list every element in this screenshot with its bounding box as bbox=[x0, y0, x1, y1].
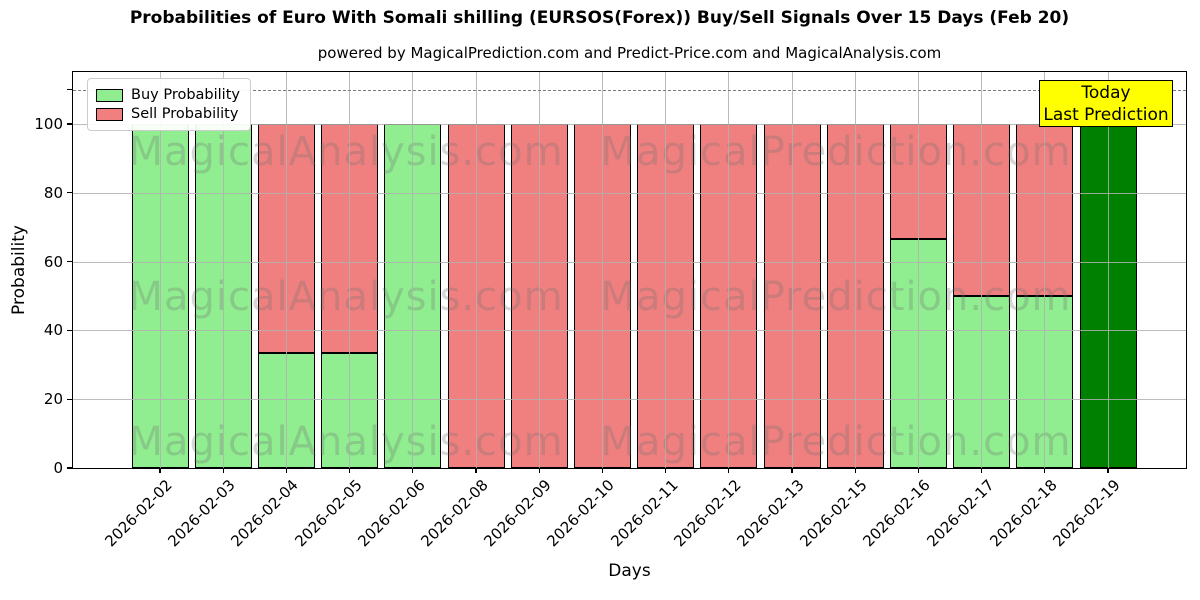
gridline-x-2026-02-19 bbox=[1107, 72, 1109, 468]
ytick-label-80: 80 bbox=[43, 183, 63, 202]
xtick-2026-02-12 bbox=[728, 468, 730, 473]
xtick-2026-02-08 bbox=[475, 468, 477, 473]
plot-area: Buy Probability Sell Probability Today La… bbox=[34, 71, 1187, 550]
xtick-2026-02-09 bbox=[538, 468, 540, 473]
reference-line bbox=[73, 89, 1186, 91]
ytick-label-40: 40 bbox=[43, 321, 63, 340]
gridline-x-2026-02-16 bbox=[917, 72, 919, 468]
xtick-2026-02-13 bbox=[791, 468, 793, 473]
ytick-label-100: 100 bbox=[34, 115, 63, 133]
gridline-x-2026-02-17 bbox=[981, 72, 983, 468]
gridline-x-2026-02-08 bbox=[475, 72, 477, 468]
gridline-x-2026-02-15 bbox=[854, 72, 856, 468]
gridline-x-2026-02-09 bbox=[538, 72, 540, 468]
xtick-2026-02-18 bbox=[1044, 468, 1046, 473]
ytick-0 bbox=[67, 467, 72, 469]
ytick-reference bbox=[67, 89, 72, 91]
ytick-label-60: 60 bbox=[43, 252, 63, 271]
legend-item: Buy Probability bbox=[96, 87, 240, 103]
gridline-x-2026-02-13 bbox=[791, 72, 793, 468]
gridline-x-2026-02-11 bbox=[665, 72, 667, 468]
legend-item: Sell Probability bbox=[96, 106, 240, 122]
x-axis-title: Days bbox=[608, 561, 651, 581]
xtick-2026-02-11 bbox=[665, 468, 667, 473]
gridline-x-2026-02-06 bbox=[412, 72, 414, 468]
xtick-2026-02-03 bbox=[222, 468, 224, 473]
gridline-y-100 bbox=[73, 124, 1186, 125]
gridline-y-80 bbox=[73, 192, 1186, 194]
legend-label: Sell Probability bbox=[131, 106, 239, 122]
gridline-x-2026-02-10 bbox=[601, 72, 603, 468]
xtick-2026-02-02 bbox=[159, 468, 161, 473]
gridline-x-2026-02-05 bbox=[349, 72, 351, 468]
y-axis-title: Probability bbox=[9, 225, 29, 315]
xtick-2026-02-16 bbox=[917, 468, 919, 473]
xtick-2026-02-17 bbox=[981, 468, 983, 473]
gridline-y-40 bbox=[73, 330, 1186, 332]
xtick-2026-02-04 bbox=[285, 468, 287, 473]
gridline-y-20 bbox=[73, 399, 1186, 401]
xtick-2026-02-19 bbox=[1107, 468, 1109, 473]
ytick-label-20: 20 bbox=[43, 390, 63, 409]
ytick-20 bbox=[67, 398, 72, 400]
watermark-text: MagicalPrediction.com bbox=[600, 274, 1072, 320]
today-annotation: Today Last Prediction bbox=[1039, 80, 1173, 127]
chart-legend: Buy Probability Sell Probability bbox=[87, 78, 251, 131]
today-annotation-line2: Last Prediction bbox=[1043, 104, 1169, 125]
watermark-text: MagicalPrediction.com bbox=[600, 419, 1072, 465]
legend-swatch-icon bbox=[96, 88, 123, 102]
gridline-x-2026-02-12 bbox=[728, 72, 730, 468]
gridline-x-2026-02-18 bbox=[1044, 72, 1046, 468]
watermark-text: MagicalAnalysis.com bbox=[128, 129, 564, 175]
ytick-80 bbox=[67, 192, 72, 194]
gridline-x-2026-02-02 bbox=[159, 72, 161, 468]
gridline-y-60 bbox=[73, 261, 1186, 263]
legend-swatch-icon bbox=[96, 107, 123, 121]
ytick-40 bbox=[67, 329, 72, 331]
watermark-text: MagicalAnalysis.com bbox=[128, 274, 564, 320]
gridline-x-2026-02-03 bbox=[222, 72, 224, 468]
gridline-x-2026-02-04 bbox=[285, 72, 287, 468]
watermark-text: MagicalPrediction.com bbox=[600, 129, 1072, 175]
watermark-text: MagicalAnalysis.com bbox=[128, 419, 564, 465]
chart-subtitle: powered by MagicalPrediction.com and Pre… bbox=[317, 44, 942, 62]
xtick-2026-02-10 bbox=[601, 468, 603, 473]
ytick-60 bbox=[67, 261, 72, 263]
ytick-label-0: 0 bbox=[53, 459, 63, 477]
xtick-2026-02-05 bbox=[349, 468, 351, 473]
xtick-2026-02-15 bbox=[854, 468, 856, 473]
chart-title: Probabilities of Euro With Somali shilli… bbox=[129, 8, 1070, 28]
xtick-2026-02-06 bbox=[412, 468, 414, 473]
today-annotation-line1: Today bbox=[1081, 82, 1131, 103]
ytick-100 bbox=[67, 123, 72, 125]
legend-label: Buy Probability bbox=[131, 87, 240, 103]
